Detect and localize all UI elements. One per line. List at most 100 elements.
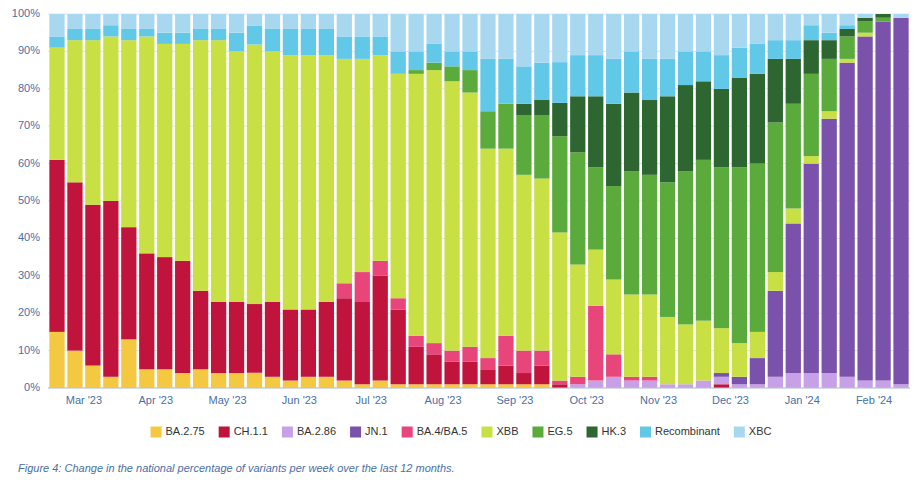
bar-segment <box>750 74 765 164</box>
bar-segment <box>875 14 890 15</box>
bar-segment <box>516 115 531 175</box>
bar-segment <box>67 351 82 388</box>
bar-segment <box>624 93 639 172</box>
bar-segment <box>822 111 837 118</box>
bar-segment <box>247 304 262 373</box>
bar-segment <box>804 25 819 40</box>
bar-segment <box>606 377 621 388</box>
bar-segment <box>337 36 352 58</box>
y-grid <box>48 14 910 388</box>
bar-segment <box>588 167 603 249</box>
legend-swatch <box>402 427 413 438</box>
bar-segment <box>534 384 549 388</box>
bar-segment <box>49 36 64 47</box>
bar-segment <box>103 25 118 36</box>
bar-segment <box>642 59 657 100</box>
y-tick-label: 10% <box>18 344 40 356</box>
legend-item: CH.1.1 <box>219 425 268 438</box>
y-tick-label: 90% <box>18 44 40 56</box>
bar-segment <box>570 55 585 96</box>
bar-segment <box>714 89 729 168</box>
bar-segment <box>211 373 226 388</box>
bar-segment <box>624 51 639 92</box>
bar-segment <box>409 14 424 51</box>
series-bars <box>409 18 891 343</box>
bar-segment <box>85 14 100 29</box>
bar-segment <box>426 70 441 343</box>
bar-segment <box>211 14 226 29</box>
bar-segment <box>732 78 747 168</box>
bar-segment <box>301 14 316 29</box>
legend-swatch <box>481 427 492 438</box>
legend-item: Recombinant <box>640 425 720 438</box>
bar-segment <box>660 59 675 96</box>
bar-segment <box>642 100 657 175</box>
bar-segment <box>67 14 82 29</box>
series-bars <box>49 33 872 385</box>
bar-segment <box>498 104 513 149</box>
bar-segment <box>893 14 908 18</box>
bar-segment <box>714 328 729 373</box>
bar-segment <box>696 160 711 321</box>
bar-segment <box>516 14 531 66</box>
bar-segment <box>516 104 531 115</box>
bar-segment <box>462 70 477 92</box>
bar-segment <box>265 377 280 388</box>
bar-segment <box>804 74 819 156</box>
bar-segment <box>480 14 495 59</box>
bar-segment <box>319 377 334 388</box>
bar-segment <box>49 332 64 388</box>
bar-segment <box>391 309 406 384</box>
bar-segment <box>750 14 765 44</box>
bar-segment <box>606 59 621 104</box>
bar-segment <box>660 317 675 384</box>
legend-item: HK.3 <box>587 425 626 438</box>
bar-segment <box>193 369 208 388</box>
bar-segment <box>498 14 513 59</box>
bar-segment <box>606 354 621 376</box>
bar-segment <box>283 14 298 29</box>
bar-segment <box>157 44 172 257</box>
bar-segment <box>49 48 64 160</box>
bar-segment <box>750 44 765 74</box>
legend-item: EG.5 <box>532 425 572 438</box>
bar-segment <box>857 14 872 18</box>
bar-segment <box>857 36 872 380</box>
bar-segment <box>121 40 136 227</box>
x-tick-label: Nov '23 <box>640 394 677 406</box>
bar-segment <box>588 306 603 381</box>
bar-segment <box>840 377 855 388</box>
bar-segment <box>786 104 801 209</box>
bar-segment <box>373 55 388 261</box>
bar-segment <box>480 111 495 148</box>
bar-segment <box>875 21 890 380</box>
bar-segment <box>175 44 190 261</box>
bar-segment <box>444 66 459 81</box>
bar-segment <box>85 366 100 388</box>
bar-segment <box>875 18 890 22</box>
bar-segment <box>444 351 459 362</box>
bar-segment <box>893 18 908 385</box>
bar-segment <box>786 59 801 104</box>
bar-segment <box>337 381 352 388</box>
bar-segment <box>265 29 280 51</box>
bar-segment <box>480 358 495 369</box>
bar-segment <box>786 223 801 373</box>
bar-segment <box>355 302 370 384</box>
bar-segment <box>193 14 208 29</box>
bar-segment <box>642 377 657 381</box>
bar-segment <box>247 45 262 305</box>
bar-segment <box>49 14 64 36</box>
caption: Figure 4: Change in the national percent… <box>18 462 455 474</box>
legend: BA.2.75CH.1.1BA.2.86JN.1BA.4/BA.5XBBEG.5… <box>151 425 772 438</box>
legend-label: XBC <box>749 425 772 437</box>
bar-segment <box>875 14 890 15</box>
bar-segment <box>732 167 747 343</box>
bar-segment <box>875 14 890 18</box>
x-tick-label: Jan '24 <box>785 394 820 406</box>
bar-segment <box>732 343 747 377</box>
bar-segment <box>857 18 872 22</box>
bar-segment <box>768 291 783 377</box>
bar-segment <box>409 384 424 388</box>
bar-segment <box>355 14 370 36</box>
